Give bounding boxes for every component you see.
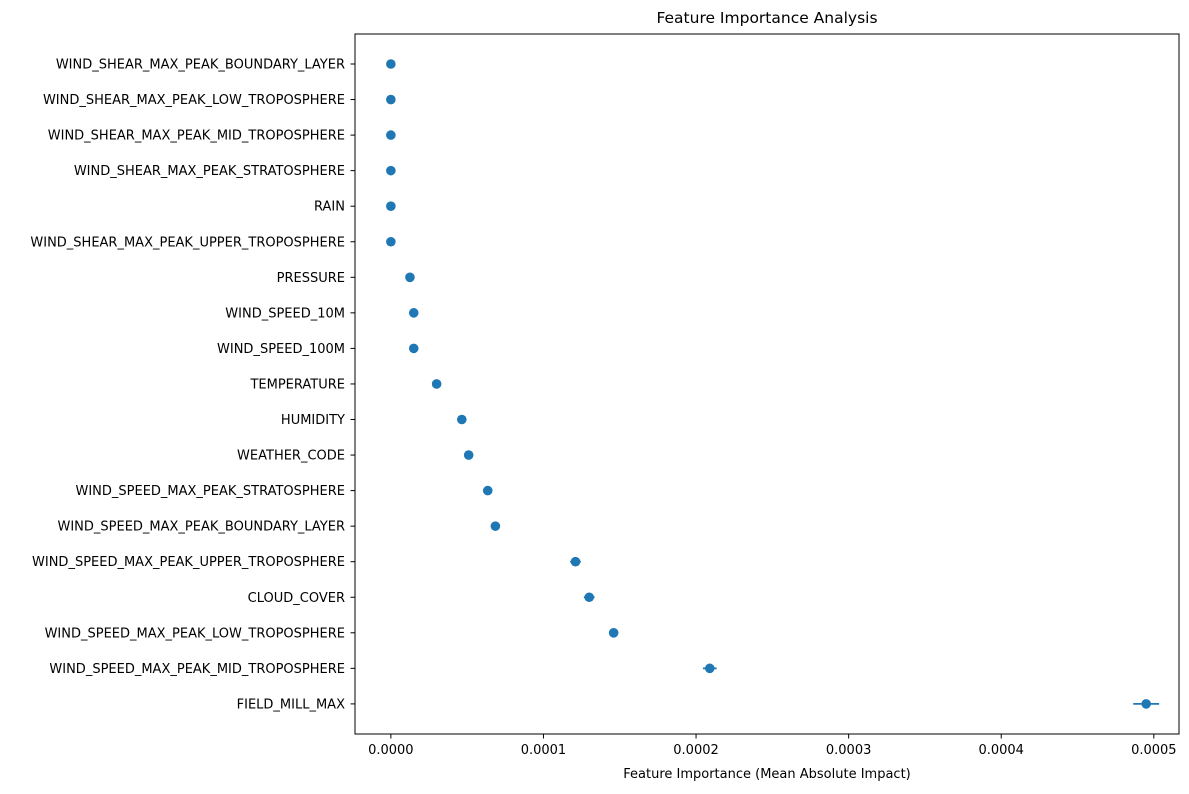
y-tick-label: WIND_SHEAR_MAX_PEAK_BOUNDARY_LAYER <box>56 58 345 73</box>
y-tick-label: HUMIDITY <box>281 413 345 428</box>
data-point <box>386 236 396 247</box>
data-point <box>408 308 419 318</box>
y-tick-label: WIND_SHEAR_MAX_PEAK_UPPER_TROPOSPHERE <box>30 235 345 250</box>
x-tick-label: 0.0002 <box>673 743 719 758</box>
data-point <box>570 556 581 567</box>
y-tick-label: WIND_SPEED_100M <box>217 342 345 357</box>
data-point <box>408 343 419 354</box>
y-tick-label: WIND_SPEED_MAX_PEAK_BOUNDARY_LAYER <box>57 520 345 535</box>
data-point <box>463 450 474 460</box>
data-point <box>405 272 415 283</box>
y-tick-label: WIND_SPEED_MAX_PEAK_MID_TROPOSPHERE <box>49 662 345 677</box>
data-point <box>482 485 493 496</box>
data-point <box>431 379 442 389</box>
y-tick-label: WIND_SHEAR_MAX_PEAK_LOW_TROPOSPHERE <box>43 93 345 108</box>
y-tick-label: FIELD_MILL_MAX <box>237 697 345 712</box>
y-tick-label: WIND_SPEED_MAX_PEAK_LOW_TROPOSPHERE <box>45 626 345 641</box>
data-point <box>386 94 396 105</box>
data-point <box>584 592 595 603</box>
x-tick-label: 0.0004 <box>978 743 1024 758</box>
data-point <box>490 521 501 531</box>
y-tick-label: WEATHER_CODE <box>237 449 345 464</box>
data-point <box>386 165 396 176</box>
data-point <box>608 628 619 638</box>
data-point <box>704 663 715 674</box>
chart-title: Feature Importance Analysis <box>656 9 877 27</box>
x-tick-label: 0.0000 <box>368 743 414 758</box>
y-tick-label: WIND_SPEED_10M <box>225 306 345 321</box>
y-tick-label: PRESSURE <box>277 271 345 286</box>
x-tick-label: 0.0005 <box>1131 743 1177 758</box>
plot-area: 0.0000 0.0001 0.0002 0.0003 0.0004 0.0005 WIND… <box>30 33 1180 758</box>
y-tick-label: WIND_SPEED_MAX_PEAK_UPPER_TROPOSPHERE <box>32 555 345 570</box>
y-tick-label: TEMPERATURE <box>249 377 345 392</box>
x-axis-label: Feature Importance (Mean Absolute Impact… <box>623 767 911 782</box>
y-tick-label: CLOUD_COVER <box>248 591 345 606</box>
y-tick-label: RAIN <box>314 200 345 215</box>
x-tick-label: 0.0003 <box>826 743 872 758</box>
y-tick-label: WIND_SPEED_MAX_PEAK_STRATOSPHERE <box>75 484 345 499</box>
y-tick-label: WIND_SHEAR_MAX_PEAK_STRATOSPHERE <box>74 164 345 179</box>
data-point <box>1141 699 1151 709</box>
data-point <box>386 201 396 211</box>
data-point <box>386 130 396 140</box>
x-tick-label: 0.0001 <box>521 743 567 758</box>
axes-frame <box>354 33 1180 735</box>
data-point <box>457 414 467 425</box>
y-tick-label: WIND_SHEAR_MAX_PEAK_MID_TROPOSPHERE <box>48 129 345 144</box>
data-point <box>386 59 396 69</box>
